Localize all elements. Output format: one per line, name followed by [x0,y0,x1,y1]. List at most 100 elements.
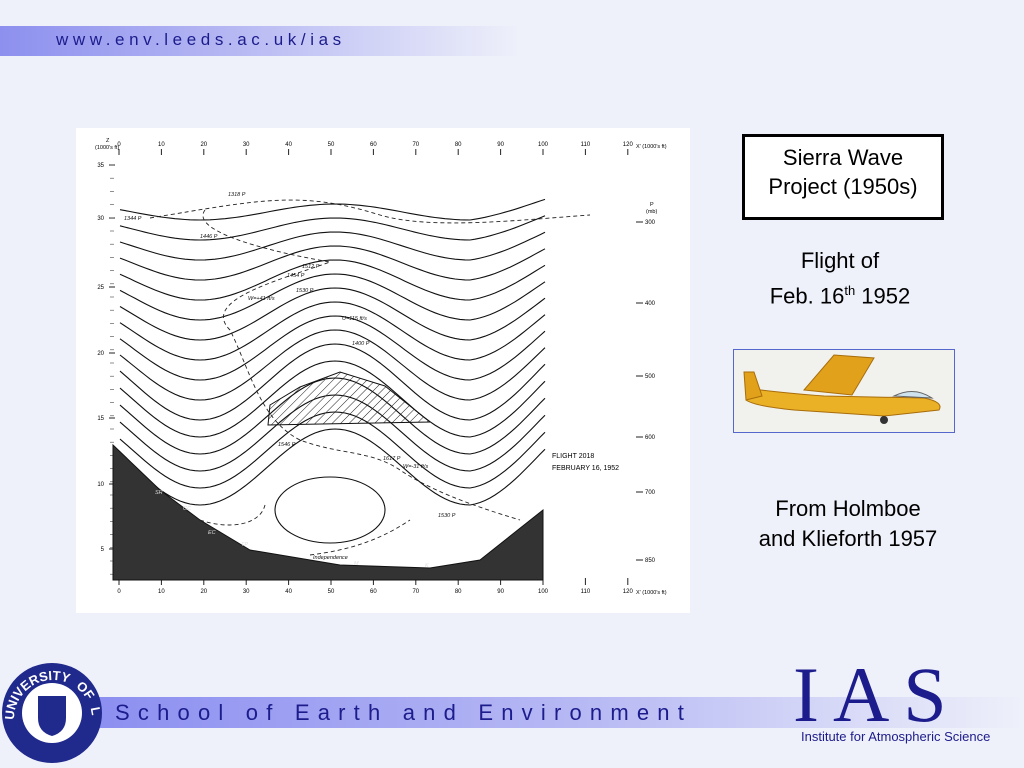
title-line: Sierra Wave [782,145,904,170]
x-tick-label: 80 [455,142,462,148]
annotation: Independence [313,555,348,561]
streamline [119,259,546,301]
streamline [119,360,546,438]
annotation: W=+41 ft/s [248,296,275,302]
cloud-hatched [267,371,432,426]
x-tick-label: 80 [455,589,462,595]
annotation: TP [241,542,248,548]
footer-school: School of Earth and Environment [115,700,693,725]
x-tick-label: 90 [497,589,504,595]
date-sup: th [844,283,856,298]
annotation: 1530 P [296,288,314,294]
title-box: Sierra Wave Project (1950s) [742,134,944,220]
annotation: 1512 P [302,264,320,270]
p-tick-label: 300 [645,220,656,226]
annotation: EC [208,530,216,536]
annotation: U=115 ft/s [342,316,367,322]
annotation: W=-31 ft/s [403,464,428,470]
x-tick-label: 20 [200,589,207,595]
annotation: 1318 P [228,192,246,198]
title-line: Project (1950s) [768,174,918,199]
x-tick-label: 20 [200,142,207,148]
streamline [119,245,546,281]
x-tick-label: 90 [497,142,504,148]
x-tick-label: 40 [285,589,292,595]
figure: 0 0 10 10 20 20 30 30 40 40 50 50 60 60 70 70 80 80 90 90 10… [76,128,690,613]
annotation: 1400 P [352,341,370,347]
x-tick-label: 0 [117,142,121,148]
x-tick-label: 40 [285,142,292,148]
annotation: SR [155,490,163,496]
streamline [119,343,546,421]
flight-path [199,504,411,556]
p-tick-label: 400 [645,301,656,307]
p-tick-label: 850 [645,558,656,564]
annotation: 1454 P [287,273,305,279]
x-tick-label: 50 [328,589,335,595]
z-label: Z [106,138,110,144]
footer-band [95,697,1024,728]
annotation: 1344 P [124,216,142,222]
flight-date: Feb. 16th 1952 [740,276,940,311]
annotation: 1546 P [278,442,296,448]
x-tick-label: 60 [370,589,377,595]
x-tick-label: 50 [328,142,335,148]
annotation: 1617 P [383,456,401,462]
y-unit: (1000's ft) [95,145,119,151]
streamline [119,428,546,506]
streamline [119,287,546,341]
terrain [112,443,544,581]
y-tick-label: 25 [97,285,104,291]
x-tick-label: 30 [243,142,250,148]
date-part: 1952 [855,283,911,309]
annotation: K [425,563,429,569]
credit-text: From Holmboe and Klieforth 1957 [738,494,958,554]
x-tick-label: 100 [538,589,549,595]
annotation: 1530 P [438,513,456,519]
university-logo: UNIVERSITYOFLEEDS [0,658,104,763]
y-tick-label: 5 [101,547,105,553]
p-unit: (mb) [646,209,657,215]
x-tick-label: 70 [412,142,419,148]
x-unit: X' (1000's ft) [636,590,667,596]
annotation: GC [183,506,191,512]
x-tick-label: 70 [412,589,419,595]
x-tick-label: 120 [623,589,634,595]
ias-logo: IAS [793,651,961,738]
flight-text: Flight of Feb. 16th 1952 [740,246,940,311]
credit-line: From Holmboe [775,496,921,521]
glider-drawing [734,350,954,432]
header-url: www.env.leeds.ac.uk/ias [56,30,346,49]
y-tick-label: 20 [97,351,104,357]
y-tick-label: 10 [97,482,104,488]
streamline [119,301,546,361]
glider-wing [802,354,875,396]
header-band [0,26,520,56]
streamline [119,273,546,321]
x-tick-label: 10 [158,589,165,595]
p-tick-label: 600 [645,435,656,441]
x-tick-label: 120 [623,142,634,148]
date-part: Feb. 16 [769,283,845,309]
x-unit: X' (1000's ft) [636,144,667,150]
x-tick-label: 10 [158,142,165,148]
glider-photo [733,349,955,433]
flight-line: Flight of [800,248,880,273]
p-tick-label: 500 [645,374,656,380]
p-tick-label: 700 [645,490,656,496]
x-tick-label: 30 [243,589,250,595]
x-tick-label: 110 [581,589,591,595]
institute-name: Institute for Atmospheric Science [801,729,991,744]
eddy [274,476,386,544]
flight-label: FEBRUARY 16, 1952 [552,465,619,472]
x-tick-label: 0 [117,589,121,595]
x-tick-label: 110 [581,142,591,148]
y-tick-label: 35 [97,163,104,169]
logo-shield [38,696,66,736]
streamline [119,329,546,401]
annotation: 1446 P [200,234,218,240]
glider-wheel [880,416,888,424]
y-tick-label: 15 [97,416,104,422]
glider-fuselage [745,387,941,417]
